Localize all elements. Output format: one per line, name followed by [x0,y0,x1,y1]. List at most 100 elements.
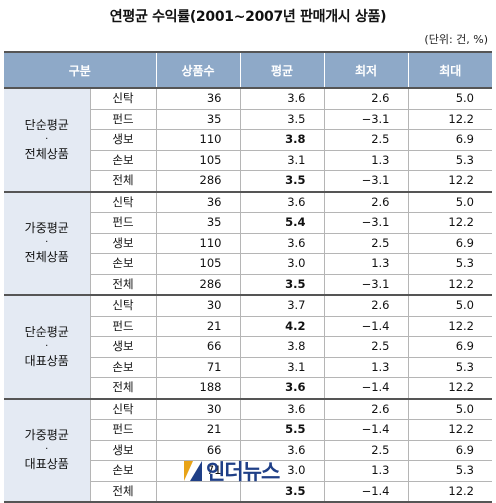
table-row: 손보 105 3.0 1.3 5.3 [4,253,492,275]
product-type-cell: 펀드 [89,316,156,337]
group-label: 가중평균 · 대표상품 [4,398,90,503]
avg-cell: 3.1 [239,150,324,171]
max-cell: 6.9 [407,129,492,151]
min-cell: −1.4 [323,481,408,503]
product-type-cell: 전체 [89,274,156,296]
count-cell: 36 [155,88,240,110]
count-cell: 21 [155,419,240,441]
avg-cell: 3.0 [239,253,324,275]
product-type-cell: 생보 [89,233,156,254]
table-body: 단순평균 · 전체상품 신탁 36 3.6 2.6 5.0 펀드 35 3.5 −3.1 12.2 생보 1… [4,88,492,503]
avg-cell: 3.8 [239,129,324,151]
table-row: 펀드 21 4.2 −1.4 12.2 [4,316,492,337]
group-label: 가중평균 · 전체상품 [4,191,90,296]
group-label: 단순평균 · 대표상품 [4,295,90,400]
min-cell: 1.3 [323,460,408,482]
min-cell: −3.1 [323,170,408,193]
table-row: 전체 286 3.5 −3.1 12.2 [4,274,492,296]
avg-cell: 3.1 [239,357,324,378]
avg-cell: 3.6 [239,398,324,420]
min-cell: −1.4 [323,316,408,337]
group-label-dot: · [45,340,49,352]
avg-cell: 3.6 [239,440,324,461]
min-cell: −1.4 [323,377,408,400]
product-type-cell: 전체 [89,481,156,503]
product-type-cell: 손보 [89,357,156,378]
count-cell: 71 [155,357,240,378]
table-row: 전체 286 3.5 −3.1 12.2 [4,170,492,193]
avg-cell: 3.5 [239,274,324,296]
table-row: 손보 105 3.1 1.3 5.3 [4,150,492,171]
max-cell: 12.2 [407,109,492,130]
count-cell: 105 [155,150,240,171]
count-cell: 66 [155,440,240,461]
max-cell: 12.2 [407,377,492,400]
product-type-cell: 손보 [89,150,156,171]
product-type-cell: 생보 [89,440,156,461]
avg-cell: 5.4 [239,212,324,234]
header-row: 구분 상품수 평균 최저 최대 [4,51,492,89]
min-cell: −1.4 [323,419,408,441]
count-cell: 286 [155,170,240,193]
avg-cell: 5.5 [239,419,324,441]
min-cell: −3.1 [323,274,408,296]
group-label-top: 단순평균 [24,324,69,339]
group-label-bottom: 전체상품 [24,250,69,265]
max-cell: 6.9 [407,336,492,358]
group-label-top: 가중평균 [24,221,69,236]
max-cell: 12.2 [407,170,492,193]
product-type-cell: 신탁 [89,88,156,110]
max-cell: 5.0 [407,398,492,420]
group-label-bottom: 대표상품 [24,353,69,368]
max-cell: 5.3 [407,357,492,378]
product-type-cell: 펀드 [89,212,156,234]
min-cell: 2.5 [323,233,408,254]
avg-cell: 3.6 [239,233,324,254]
avg-cell: 3.6 [239,88,324,110]
count-cell: 188 [155,377,240,400]
group-label-dot: · [45,237,49,249]
table-row: 가중평균 · 대표상품 신탁 30 3.6 2.6 5.0 [4,398,492,503]
watermark-text: 인더뉴스 [206,460,280,484]
table-row: 손보 71 3.1 1.3 5.3 [4,357,492,378]
avg-cell: 3.8 [239,336,324,358]
product-type-cell: 전체 [89,170,156,193]
max-cell: 5.3 [407,460,492,482]
avg-cell: 3.6 [239,377,324,400]
table-row: 펀드 21 5.5 −1.4 12.2 [4,419,492,441]
avg-cell: 3.5 [239,170,324,193]
table-row: 손보 71 3.0 1.3 5.3 [4,460,492,482]
table-row: 펀드 35 5.4 −3.1 12.2 [4,212,492,234]
min-cell: 1.3 [323,357,408,378]
min-cell: −3.1 [323,212,408,234]
header-max: 최대 [407,51,492,89]
max-cell: 12.2 [407,212,492,234]
group-label-top: 단순평균 [24,117,69,132]
avg-cell: 3.6 [239,191,324,213]
count-cell: 110 [155,129,240,151]
avg-cell: 4.2 [239,316,324,337]
table-row: 생보 66 3.8 2.5 6.9 [4,336,492,358]
product-type-cell: 손보 [89,253,156,275]
max-cell: 5.0 [407,191,492,213]
table-row: 가중평균 · 전체상품 신탁 36 3.6 2.6 5.0 [4,191,492,296]
product-type-cell: 펀드 [89,109,156,130]
header-count: 상품수 [155,51,240,89]
table-row: 펀드 35 3.5 −3.1 12.2 [4,109,492,130]
max-cell: 12.2 [407,419,492,441]
table-row: 생보 66 3.6 2.5 6.9 [4,440,492,461]
table-row: 단순평균 · 전체상품 신탁 36 3.6 2.6 5.0 [4,88,492,193]
product-type-cell: 펀드 [89,419,156,441]
avg-cell: 3.5 [239,109,324,130]
table-row: 생보 110 3.6 2.5 6.9 [4,233,492,254]
min-cell: 2.6 [323,398,408,420]
avg-cell: 3.7 [239,295,324,317]
min-cell: 2.5 [323,336,408,358]
group-label-dot: · [45,133,49,145]
max-cell: 6.9 [407,233,492,254]
max-cell: 5.3 [407,150,492,171]
min-cell: −3.1 [323,109,408,130]
group-label-dot: · [45,444,49,456]
watermark: 인더뉴스 [184,456,280,486]
count-cell: 286 [155,274,240,296]
